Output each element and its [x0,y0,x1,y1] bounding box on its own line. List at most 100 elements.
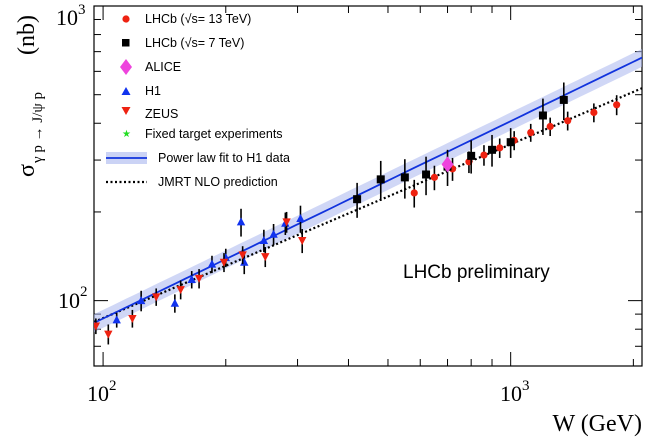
y-axis-title-subscript: γ p → J/ψ p [30,92,46,164]
point-h1 [112,312,121,328]
point-zeus [94,318,101,335]
legend-entry-lhcb7: LHCb (√s= 7 TeV) [122,36,244,50]
marker-square [467,151,476,160]
marker-circle [430,173,439,181]
legend-marker-lhcb13 [122,15,130,23]
marker-square [488,145,497,154]
svg-text:10: 10 [87,381,109,406]
data-points [94,82,621,345]
y-axis-title: σ γ p → J/ψ p (nb) [14,15,46,177]
legend-marker-zeus [121,107,131,115]
legend-marker-h1 [121,87,131,95]
point-zeus [219,253,229,273]
point-lhcb7 [467,140,476,174]
marker-diamond [441,156,454,173]
x-axis-title: W (GeV) [552,411,642,437]
marker-square [538,111,547,120]
marker-triangle-down [194,274,204,283]
svg-text:10: 10 [500,381,522,406]
marker-triangle-up [112,315,121,324]
point-zeus [104,324,113,345]
marker-circle [527,128,535,137]
marker-triangle-down [238,251,247,260]
point-h1 [296,205,305,233]
point-lhcb7 [506,128,515,158]
marker-circle [496,144,504,152]
legend: LHCb (√s= 13 TeV) LHCb (√s= 7 TeV) ALICE… [106,12,290,189]
point-zeus [298,229,307,254]
point-zeus [261,247,270,268]
legend-marker-lhcb7 [122,39,130,47]
point-h1 [207,255,217,274]
legend-label-fit: Power law fit to H1 data [158,151,290,165]
legend-entry-h1: H1 [121,84,161,98]
point-zeus [238,246,247,265]
point-lhcb13 [613,95,621,116]
svg-text:10: 10 [58,288,80,313]
marker-triangle-down [219,258,229,267]
point-h1 [136,290,146,312]
marker-triangle-up [136,296,146,305]
point-lhcb7 [488,134,497,167]
marker-triangle-up [187,274,196,283]
x-tick-label-100: 10 2 [87,378,117,406]
legend-entry-alice: ALICE [120,59,181,75]
point-lhcb7 [559,82,568,121]
point-zeus [152,288,161,306]
legend-label-jmrt: JMRT NLO prediction [158,175,278,189]
point-lhcb7 [538,98,547,135]
svg-text:3: 3 [78,2,86,18]
point-lhcb7 [422,156,431,196]
marker-circle [564,117,572,125]
point-lhcb13 [430,165,439,191]
y-axis-title-unit: (nb) [14,15,40,55]
plot-frame [93,5,643,367]
point-h1 [269,224,278,246]
point-lhcb13 [410,179,418,208]
marker-triangle-up [259,235,269,244]
legend-entry-jmrt: JMRT NLO prediction [106,175,278,189]
marker-triangle-down [104,330,113,339]
y-tick-label-1000: 10 3 [56,2,86,30]
marker-circle [480,151,488,159]
point-zeus [194,269,204,289]
point-lhcb13 [590,103,598,123]
legend-label-lhcb13: LHCb (√s= 13 TeV) [145,12,251,26]
point-lhcb13 [480,145,488,166]
marker-square [559,95,568,104]
svg-text:10: 10 [56,5,78,30]
axis-ticks [94,5,642,367]
marker-triangle-up [170,298,180,307]
marker-triangle-up [207,259,217,268]
point-lhcb13 [496,138,504,158]
marker-triangle-down [298,236,307,245]
legend-label-zeus: ZEUS [145,107,178,121]
power-law-fit-line [94,56,642,324]
legend-label-h1: H1 [145,84,161,98]
point-lhcb7 [353,182,362,218]
marker-circle [613,101,621,109]
marker-triangle-down [261,253,270,262]
point-lhcb7 [400,159,409,199]
marker-triangle-down [176,286,185,295]
x-tick-label-1000: 10 3 [500,378,530,406]
svg-text:2: 2 [80,284,88,300]
point-lhcb13 [564,111,572,131]
marker-triangle-up [236,217,246,226]
svg-text:3: 3 [522,378,530,394]
point-zeus [282,211,291,233]
marker-triangle-down [152,293,161,302]
legend-entry-fit: Power law fit to H1 data [106,151,290,165]
legend-label-fixed: Fixed target experiments [145,127,283,141]
marker-triangle-down [128,314,137,323]
point-h1 [259,229,269,253]
marker-square [422,170,431,179]
point-h1 [170,294,180,313]
point-lhcb7 [376,160,385,201]
legend-entry-zeus: ZEUS [121,107,178,121]
point-h1 [187,271,196,289]
marker-circle [410,189,418,197]
point-zeus [128,309,137,328]
marker-square [376,175,385,184]
